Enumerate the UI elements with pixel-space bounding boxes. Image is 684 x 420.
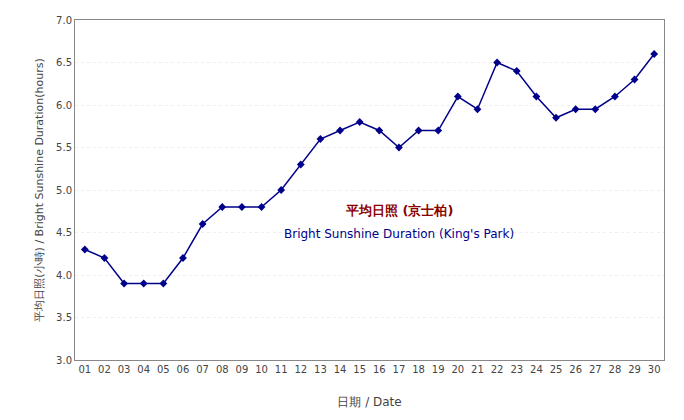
- svg-text:3.0: 3.0: [56, 355, 72, 366]
- svg-text:28: 28: [609, 364, 622, 375]
- svg-text:18: 18: [412, 364, 425, 375]
- svg-text:22: 22: [491, 364, 504, 375]
- svg-text:03: 03: [118, 364, 131, 375]
- svg-text:09: 09: [236, 364, 249, 375]
- svg-text:5.5: 5.5: [56, 142, 72, 153]
- svg-text:6.5: 6.5: [56, 57, 72, 68]
- svg-text:25: 25: [550, 364, 563, 375]
- svg-text:Bright Sunshine Duration (King: Bright Sunshine Duration (King's Park): [284, 227, 514, 241]
- svg-text:4.5: 4.5: [56, 227, 72, 238]
- svg-text:12: 12: [294, 364, 307, 375]
- svg-text:07: 07: [196, 364, 209, 375]
- svg-text:7.0: 7.0: [56, 15, 72, 26]
- svg-text:26: 26: [569, 364, 582, 375]
- svg-text:08: 08: [216, 364, 229, 375]
- svg-text:30: 30: [648, 364, 661, 375]
- svg-text:19: 19: [432, 364, 445, 375]
- svg-text:平均日照 (京士柏): 平均日照 (京士柏): [345, 203, 453, 218]
- svg-text:16: 16: [373, 364, 386, 375]
- svg-text:05: 05: [157, 364, 170, 375]
- svg-text:01: 01: [78, 364, 91, 375]
- svg-text:15: 15: [353, 364, 366, 375]
- svg-text:24: 24: [530, 364, 543, 375]
- svg-text:4.0: 4.0: [56, 270, 72, 281]
- svg-text:06: 06: [177, 364, 190, 375]
- svg-text:23: 23: [510, 364, 523, 375]
- svg-text:27: 27: [589, 364, 602, 375]
- svg-text:04: 04: [137, 364, 150, 375]
- svg-text:6.0: 6.0: [56, 100, 72, 111]
- svg-text:11: 11: [275, 364, 288, 375]
- svg-text:13: 13: [314, 364, 327, 375]
- svg-text:5.0: 5.0: [56, 185, 72, 196]
- svg-text:21: 21: [471, 364, 484, 375]
- svg-text:02: 02: [98, 364, 111, 375]
- svg-text:3.5: 3.5: [56, 312, 72, 323]
- svg-text:20: 20: [451, 364, 464, 375]
- svg-text:14: 14: [334, 364, 347, 375]
- svg-text:日期 / Date: 日期 / Date: [337, 395, 401, 409]
- svg-text:29: 29: [628, 364, 641, 375]
- svg-text:10: 10: [255, 364, 268, 375]
- svg-text:17: 17: [393, 364, 406, 375]
- svg-text:平均日照(小時) / Bright Sunshine Dur: 平均日照(小時) / Bright Sunshine Duration(hour…: [33, 58, 46, 321]
